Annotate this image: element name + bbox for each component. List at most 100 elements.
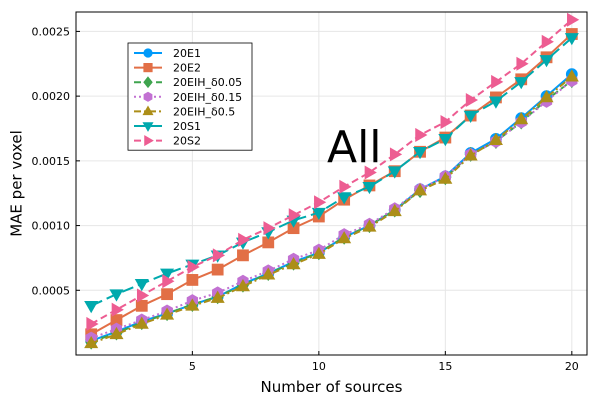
data-point: [339, 179, 352, 194]
y-axis-title: MAE per voxel: [7, 130, 25, 237]
legend-marker: [143, 76, 153, 89]
data-point: [567, 12, 580, 27]
data-point: [86, 316, 99, 331]
data-point: [237, 249, 249, 262]
data-point: [488, 132, 503, 145]
data-point: [212, 248, 226, 263]
plot-frame: [75, 11, 588, 356]
data-point: [109, 289, 124, 302]
data-point: [337, 231, 352, 244]
y-tick-label: 0.0005: [32, 284, 71, 297]
data-point: [438, 171, 453, 184]
legend-item: 20S1: [134, 120, 201, 133]
data-point: [84, 301, 99, 314]
data-point: [235, 278, 250, 292]
data-point: [413, 146, 428, 160]
x-tick-label: 5: [189, 360, 196, 373]
data-point: [463, 148, 478, 161]
data-point: [488, 96, 503, 109]
legend-item: 20EIH_δ0.05: [134, 76, 242, 89]
data-point: [111, 302, 124, 317]
legend-label: 20EIH_δ0.05: [173, 76, 242, 89]
axis-ticks: 5 10 15 20 0.0005 0.0010 0.0015 0.0020 0.0025: [32, 25, 579, 373]
legend-marker: [142, 122, 154, 132]
data-point: [564, 33, 579, 46]
data-point: [491, 74, 504, 89]
data-point: [387, 203, 402, 217]
data-point: [440, 114, 453, 130]
data-point: [136, 288, 150, 303]
legend-label: 20S1: [173, 120, 201, 133]
data-point: [162, 274, 175, 289]
data-point: [389, 147, 403, 162]
data-point: [541, 34, 554, 49]
data-point: [135, 299, 148, 312]
data-point: [160, 307, 175, 320]
data-point: [564, 69, 579, 82]
data-point: [337, 192, 352, 205]
legend-marker: [143, 91, 153, 102]
data-point: [364, 165, 377, 180]
data-point: [160, 268, 175, 281]
data-point: [186, 274, 199, 286]
data-point: [288, 208, 301, 223]
data-point: [516, 56, 529, 71]
legend-marker: [144, 135, 154, 147]
series-20EIH_δ0.5: [84, 69, 579, 349]
data-point: [413, 183, 428, 196]
data-point: [438, 134, 453, 147]
data-point: [387, 166, 402, 179]
legend-item: 20EIH_δ0.5: [134, 105, 235, 118]
legend-item: 20EIH_δ0.15: [134, 91, 242, 104]
legend-marker: [143, 63, 153, 73]
legend-label: 20S2: [173, 135, 201, 148]
legend-item: 20E2: [134, 62, 201, 75]
legend-label: 20EIH_δ0.15: [173, 91, 242, 104]
data-point: [211, 263, 224, 276]
data-point: [514, 77, 529, 90]
x-axis-title: Number of sources: [261, 378, 403, 396]
y-tick-label: 0.0010: [32, 220, 71, 233]
data-point: [109, 326, 124, 340]
legend-label: 20EIH_δ0.5: [173, 105, 235, 118]
data-point: [514, 112, 529, 125]
data-point: [463, 110, 478, 123]
series-20S2: [86, 12, 580, 331]
data-point: [539, 55, 554, 68]
data-point: [263, 221, 276, 236]
legend-marker: [143, 48, 153, 58]
data-point: [134, 316, 149, 329]
data-point: [261, 267, 276, 280]
data-point: [134, 279, 149, 292]
data-point: [311, 246, 326, 259]
data-point: [286, 256, 301, 270]
chart-annotation: All: [327, 122, 382, 173]
data-point: [314, 195, 327, 210]
y-tick-label: 0.0015: [32, 155, 71, 168]
data-point: [311, 207, 326, 221]
data-point: [415, 127, 428, 142]
legend-item: 20E1: [134, 47, 201, 60]
data-point: [185, 298, 200, 311]
data-point: [187, 259, 200, 275]
data-point: [161, 288, 173, 301]
legend-label: 20E1: [173, 47, 201, 60]
data-point: [84, 335, 99, 349]
x-tick-label: 10: [312, 360, 326, 373]
data-point: [539, 90, 554, 103]
series-line: [90, 79, 573, 344]
series-layer: [84, 12, 580, 350]
data-point: [210, 290, 225, 303]
data-point: [362, 219, 377, 232]
x-tick-label: 20: [565, 360, 579, 373]
data-point: [465, 92, 479, 108]
data-point: [362, 181, 377, 195]
y-tick-label: 0.0020: [32, 90, 71, 103]
y-tick-label: 0.0025: [32, 25, 71, 38]
x-tick-label: 15: [438, 360, 452, 373]
data-point: [238, 232, 251, 247]
legend-label: 20E2: [173, 62, 201, 75]
